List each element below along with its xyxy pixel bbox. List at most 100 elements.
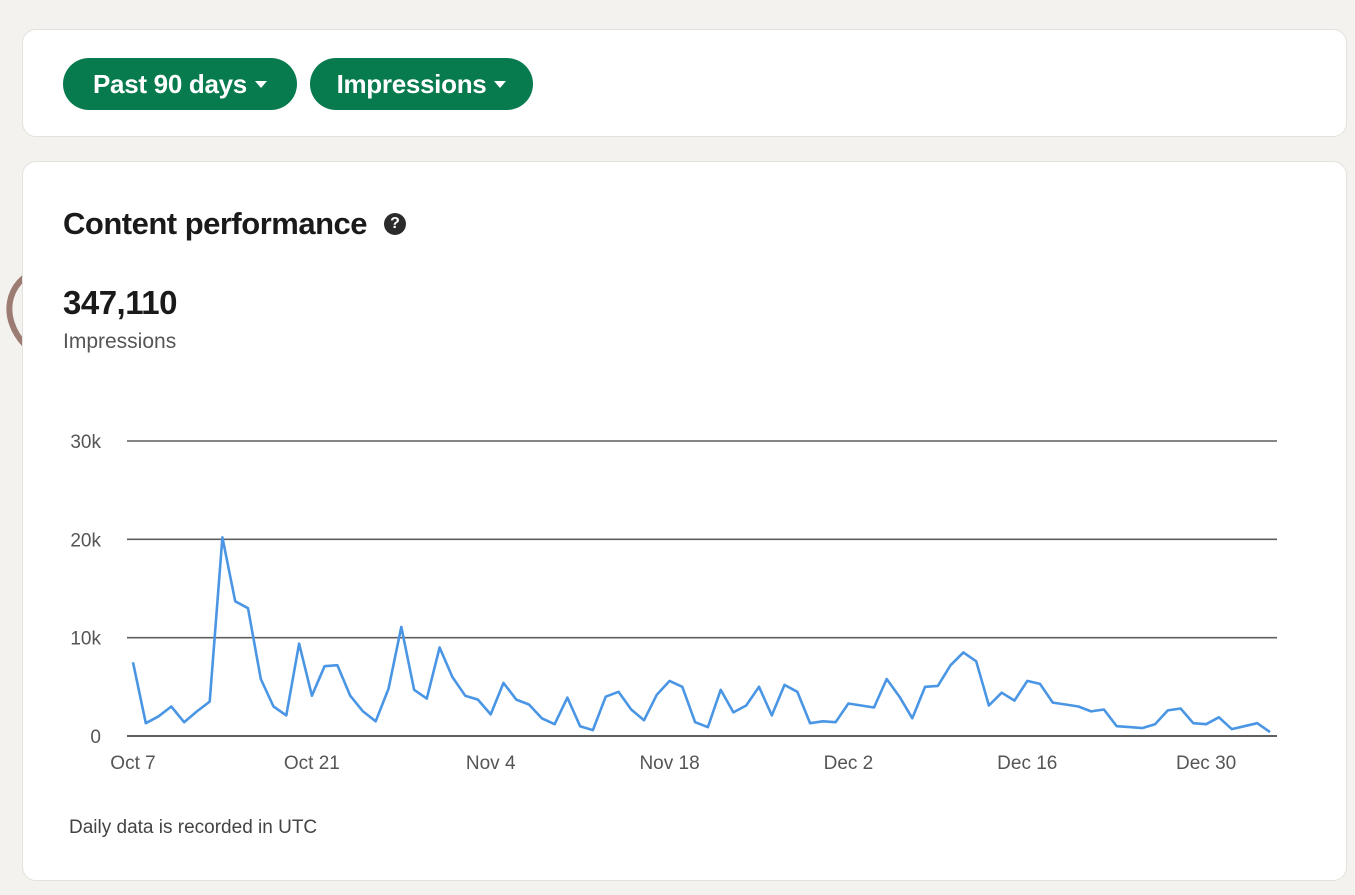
data-point[interactable] — [1227, 724, 1237, 734]
data-point[interactable] — [217, 532, 227, 542]
data-point[interactable] — [537, 713, 547, 723]
data-point[interactable] — [320, 661, 330, 671]
data-point[interactable] — [294, 639, 304, 649]
data-point[interactable] — [575, 721, 585, 731]
data-point[interactable] — [243, 603, 253, 613]
data-point[interactable] — [1035, 679, 1045, 689]
metric-dropdown[interactable]: Impressions — [310, 58, 533, 110]
data-point[interactable] — [869, 702, 879, 712]
data-point[interactable] — [384, 684, 394, 694]
data-point[interactable] — [1239, 721, 1249, 731]
data-point[interactable] — [409, 685, 419, 695]
data-point[interactable] — [205, 697, 215, 707]
data-point[interactable] — [767, 710, 777, 720]
data-point[interactable] — [396, 622, 406, 632]
data-point[interactable] — [1265, 727, 1275, 737]
data-point[interactable] — [473, 695, 483, 705]
data-point[interactable] — [1022, 676, 1032, 686]
data-point[interactable] — [652, 690, 662, 700]
data-point[interactable] — [486, 709, 496, 719]
data-point[interactable] — [805, 718, 815, 728]
x-tick-label: Nov 18 — [639, 753, 699, 774]
y-tick-label: 0 — [90, 727, 101, 748]
data-point[interactable] — [1061, 700, 1071, 710]
data-point[interactable] — [550, 719, 560, 729]
data-point[interactable] — [1086, 706, 1096, 716]
data-point[interactable] — [1137, 723, 1147, 733]
filter-bar: Past 90 days Impressions — [22, 29, 1347, 137]
data-point[interactable] — [460, 691, 470, 701]
data-point[interactable] — [141, 718, 151, 728]
data-point[interactable] — [933, 681, 943, 691]
data-point[interactable] — [626, 704, 636, 714]
data-point[interactable] — [447, 672, 457, 682]
data-point[interactable] — [818, 716, 828, 726]
data-point[interactable] — [882, 674, 892, 684]
question-circle-icon[interactable]: ? — [383, 213, 406, 235]
data-point[interactable] — [754, 682, 764, 692]
data-point[interactable] — [588, 725, 598, 735]
data-point[interactable] — [562, 693, 572, 703]
data-point[interactable] — [179, 717, 189, 727]
data-point[interactable] — [166, 702, 176, 712]
data-point[interactable] — [1073, 702, 1083, 712]
data-point[interactable] — [192, 706, 202, 716]
data-point[interactable] — [256, 674, 266, 684]
data-point[interactable] — [741, 701, 751, 711]
data-point[interactable] — [1252, 718, 1262, 728]
data-point[interactable] — [422, 694, 432, 704]
data-point[interactable] — [1124, 722, 1134, 732]
data-point[interactable] — [958, 647, 968, 657]
data-point[interactable] — [1188, 718, 1198, 728]
data-point[interactable] — [230, 596, 240, 606]
data-point[interactable] — [907, 713, 917, 723]
data-point[interactable] — [332, 660, 342, 670]
data-point[interactable] — [1009, 696, 1019, 706]
data-point[interactable] — [498, 678, 508, 688]
data-point[interactable] — [1201, 719, 1211, 729]
data-point[interactable] — [1176, 703, 1186, 713]
data-point[interactable] — [895, 692, 905, 702]
title-row: Content performance ? — [63, 206, 406, 242]
data-point[interactable] — [971, 656, 981, 666]
data-point[interactable] — [613, 687, 623, 697]
data-point[interactable] — [780, 680, 790, 690]
data-point[interactable] — [154, 711, 164, 721]
data-point[interactable] — [281, 710, 291, 720]
data-point[interactable] — [856, 701, 866, 711]
data-point[interactable] — [435, 643, 445, 653]
data-point[interactable] — [358, 706, 368, 716]
data-point[interactable] — [843, 699, 853, 709]
data-point[interactable] — [703, 722, 713, 732]
data-point[interactable] — [1099, 704, 1109, 714]
data-point[interactable] — [371, 716, 381, 726]
data-point[interactable] — [728, 707, 738, 717]
data-point[interactable] — [307, 691, 317, 701]
data-point[interactable] — [665, 676, 675, 686]
data-point[interactable] — [1048, 698, 1058, 708]
data-point[interactable] — [1214, 712, 1224, 722]
x-tick-label: Nov 4 — [466, 753, 516, 774]
data-point[interactable] — [831, 717, 841, 727]
data-point[interactable] — [524, 700, 534, 710]
data-point[interactable] — [1150, 719, 1160, 729]
data-point[interactable] — [269, 702, 279, 712]
x-axis-ticks: Oct 7 Oct 21 Nov 4 Nov 18 Dec 2 Dec 16 Dec 30 — [110, 753, 1236, 774]
data-point[interactable] — [792, 687, 802, 697]
data-point[interactable] — [984, 701, 994, 711]
data-point[interactable] — [690, 717, 700, 727]
data-point[interactable] — [946, 660, 956, 670]
date-range-dropdown[interactable]: Past 90 days — [63, 58, 297, 110]
data-point[interactable] — [639, 715, 649, 725]
data-point[interactable] — [345, 691, 355, 701]
data-point[interactable] — [716, 685, 726, 695]
data-point[interactable] — [128, 657, 138, 667]
data-point[interactable] — [511, 695, 521, 705]
data-point[interactable] — [1112, 721, 1122, 731]
data-point[interactable] — [677, 682, 687, 692]
data-point[interactable] — [601, 692, 611, 702]
data-point[interactable] — [1163, 705, 1173, 715]
data-point[interactable] — [920, 682, 930, 692]
data-point[interactable] — [997, 688, 1007, 698]
